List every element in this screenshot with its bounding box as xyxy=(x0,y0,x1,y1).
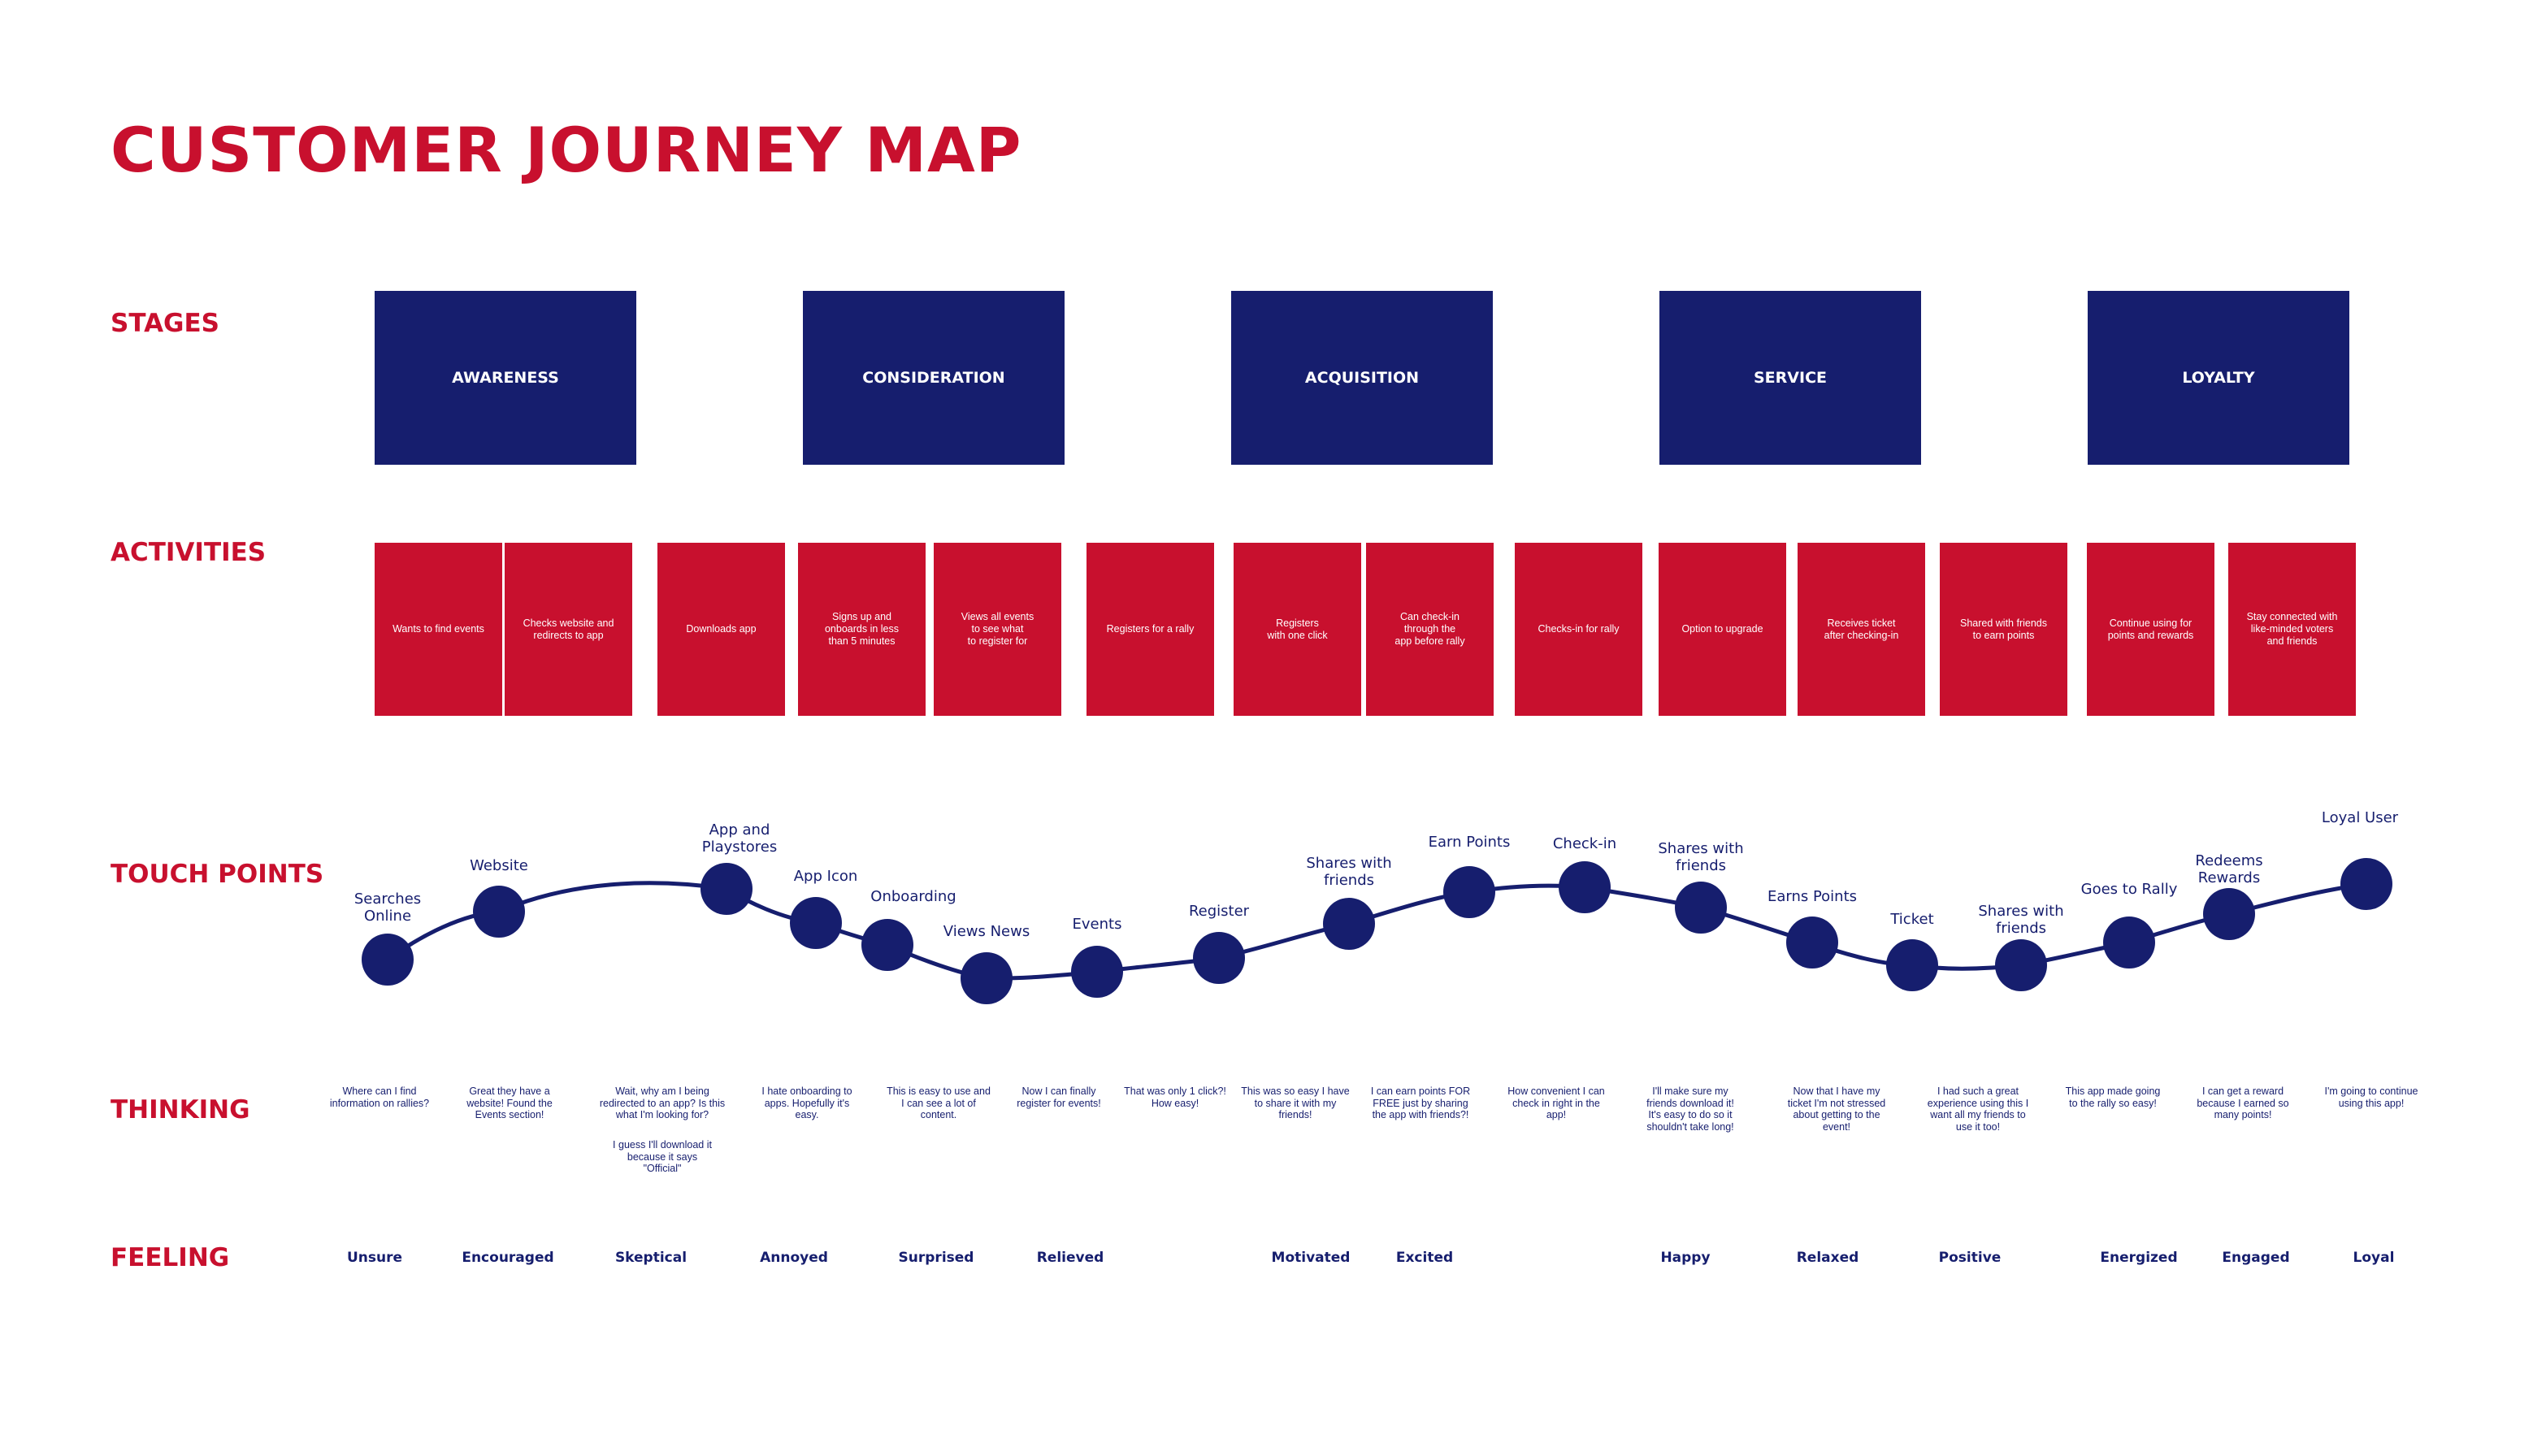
activity-card: Downloads app xyxy=(657,543,785,716)
activity-card: Views all events to see what to register… xyxy=(934,543,1061,716)
touch-point-label: Shares with friends xyxy=(1306,855,1392,889)
thinking-text: This was so easy I have to share it with… xyxy=(1241,1086,1350,1120)
touch-point-node xyxy=(473,886,525,938)
touch-point-node xyxy=(1559,861,1611,913)
touch-point-node xyxy=(1675,882,1727,934)
touch-point-node xyxy=(362,934,414,986)
touch-point-node xyxy=(1193,932,1245,984)
touch-point-label: App Icon xyxy=(793,868,858,885)
feeling-text: Engaged xyxy=(2222,1250,2290,1266)
touch-point-label: Ticket xyxy=(1890,911,1934,928)
activity-card: Continue using for points and rewards xyxy=(2087,543,2214,716)
feeling-text: Energized xyxy=(2100,1250,2178,1266)
touch-point-node xyxy=(1886,939,1938,991)
stage-loyalty: LOYALTY xyxy=(2088,291,2349,465)
thinking-text: I can get a reward because I earned so m… xyxy=(2197,1086,2289,1120)
thinking-text: I hate onboarding to apps. Hopefully it'… xyxy=(761,1086,852,1120)
thinking-text: This is easy to use and I can see a lot … xyxy=(887,1086,991,1120)
activity-card: Checks-in for rally xyxy=(1515,543,1642,716)
activity-card: Option to upgrade xyxy=(1659,543,1786,716)
activity-card: Signs up and onboards in less than 5 min… xyxy=(798,543,926,716)
touch-point-label: Goes to Rally xyxy=(2080,881,2178,898)
thinking-text: I'm going to continue using this app! xyxy=(2324,1086,2418,1109)
thinking-text: That was only 1 click?! How easy! xyxy=(1124,1086,1226,1109)
activity-card: Shared with friends to earn points xyxy=(1940,543,2067,716)
touch-point-node xyxy=(1786,916,1838,968)
page-title: CUSTOMER JOURNEY MAP xyxy=(111,114,1022,186)
thinking-text: Now that I have my ticket I'm not stress… xyxy=(1787,1086,1886,1133)
feeling-text: Relieved xyxy=(1036,1250,1104,1266)
touch-point-label: Searches Online xyxy=(353,890,422,925)
touch-point-node xyxy=(861,919,913,971)
stage-acquisition: ACQUISITION xyxy=(1231,291,1493,465)
thinking-text: Now I can finally register for events! xyxy=(1017,1086,1101,1109)
touch-point-label: Onboarding xyxy=(870,888,956,905)
feeling-text: Surprised xyxy=(898,1250,974,1266)
thinking-text: How convenient I can check in right in t… xyxy=(1507,1086,1605,1120)
stage-awareness: AWARENESS xyxy=(375,291,636,465)
label-touch-points: TOUCH POINTS xyxy=(111,860,324,889)
touch-point-node xyxy=(961,952,1013,1004)
feeling-text: Skeptical xyxy=(614,1250,687,1266)
touch-point-node xyxy=(1995,939,2047,991)
touch-point-label: App and Playstores xyxy=(701,821,778,856)
thinking-text: I'll make sure my friends download it! I… xyxy=(1646,1086,1734,1133)
activity-card: Can check-in through the app before rall… xyxy=(1366,543,1494,716)
touch-point-label: Check-in xyxy=(1552,835,1617,852)
thinking-text-extra: I guess I'll download it because it says… xyxy=(613,1139,712,1174)
feeling-text: Relaxed xyxy=(1796,1250,1859,1266)
touch-point-node xyxy=(700,863,753,915)
touch-point-node xyxy=(2340,858,2392,910)
touch-point-node xyxy=(2103,916,2155,968)
touch-point-label: Views News xyxy=(943,923,1030,940)
touch-point-label: Events xyxy=(1072,916,1122,933)
activity-card: Checks website and redirects to app xyxy=(505,543,632,716)
feeling-text: Unsure xyxy=(346,1250,403,1266)
touch-point-node xyxy=(1443,866,1495,918)
feeling-text: Motivated xyxy=(1271,1250,1351,1266)
feeling-text: Loyal xyxy=(2353,1250,2395,1266)
touch-point-node xyxy=(1323,898,1375,950)
activity-card: Stay connected with like-minded voters a… xyxy=(2228,543,2356,716)
thinking-text: Where can I find information on rallies? xyxy=(329,1086,430,1109)
touch-point-label: Redeems Rewards xyxy=(2195,852,2263,886)
activity-card: Wants to find events xyxy=(375,543,502,716)
thinking-text: I had such a great experience using this… xyxy=(1927,1086,2029,1133)
touch-point-label: Website xyxy=(470,857,528,874)
feeling-text: Positive xyxy=(1938,1250,2002,1266)
touch-point-label: Shares with friends xyxy=(1978,903,2064,937)
touch-point-node xyxy=(790,897,842,949)
touch-point-label: Shares with friends xyxy=(1658,840,1744,874)
touch-point-node xyxy=(1071,946,1123,998)
activity-card: Registers with one click xyxy=(1234,543,1361,716)
touch-point-label: Earns Points xyxy=(1767,888,1858,905)
journey-line xyxy=(385,881,2369,981)
touch-point-label: Loyal User xyxy=(2321,809,2399,826)
label-feeling: FEELING xyxy=(111,1243,230,1272)
label-activities: ACTIVITIES xyxy=(111,538,267,567)
feeling-text: Encouraged xyxy=(462,1250,554,1266)
activity-card: Receives ticket after checking-in xyxy=(1798,543,1925,716)
thinking-text: I can earn points FOR FREE just by shari… xyxy=(1370,1086,1471,1120)
label-stages: STAGES xyxy=(111,309,220,338)
label-thinking: THINKING xyxy=(111,1095,250,1124)
stage-service: SERVICE xyxy=(1659,291,1921,465)
feeling-text: Excited xyxy=(1395,1250,1454,1266)
thinking-text: Great they have a website! Found the Eve… xyxy=(466,1086,553,1120)
touch-point-nodes xyxy=(362,858,2392,1004)
thinking-text: Wait, why am I being redirected to an ap… xyxy=(599,1086,726,1120)
touch-point-label: Earn Points xyxy=(1428,834,1511,851)
touch-point-label: Register xyxy=(1188,903,1250,920)
feeling-text: Happy xyxy=(1660,1250,1711,1266)
feeling-text: Annoyed xyxy=(760,1250,828,1266)
thinking-text: This app made going to the rally so easy… xyxy=(2065,1086,2161,1109)
stage-consideration: CONSIDERATION xyxy=(803,291,1065,465)
touch-point-node xyxy=(2203,888,2255,940)
activity-card: Registers for a rally xyxy=(1087,543,1214,716)
